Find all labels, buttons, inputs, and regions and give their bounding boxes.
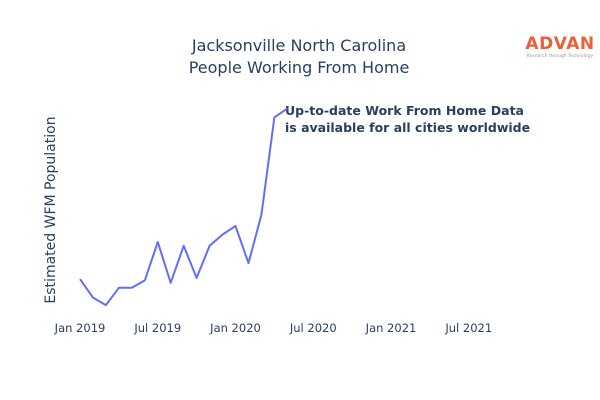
y-axis-label: Estimated WFM Population — [43, 116, 59, 303]
x-tick-label: Jul 2020 — [289, 321, 337, 335]
chart-title-line-1: Jacksonville North Carolina — [191, 36, 406, 55]
x-tick-label: Jan 2021 — [365, 321, 417, 335]
logo-name: ADVAN — [525, 34, 594, 54]
logo-tagline: Research through Technology — [527, 53, 594, 59]
advan-logo: ADVAN Research through Technology — [525, 34, 594, 59]
x-axis-ticks: Jan 2019 Jul 2019 Jan 2020 Jul 2020 Jan 2021… — [54, 321, 492, 335]
annotation-line-1: Up-to-date Work From Home Data — [285, 103, 524, 118]
chart-title-line-2: People Working From Home — [189, 58, 410, 77]
x-tick-label: Jul 2021 — [444, 321, 492, 335]
x-tick-label: Jul 2019 — [133, 321, 181, 335]
x-tick-label: Jan 2019 — [54, 321, 106, 335]
series-line — [79, 107, 288, 307]
annotation-line-2: is available for all cities worldwide — [285, 120, 530, 135]
x-tick-label: Jan 2020 — [209, 321, 261, 335]
